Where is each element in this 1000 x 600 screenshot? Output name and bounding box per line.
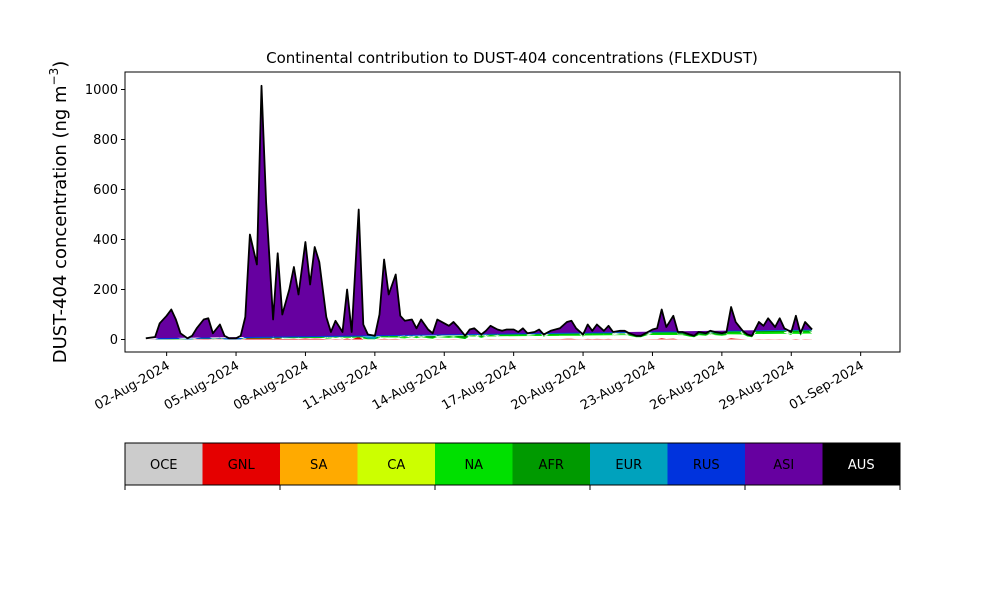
legend-label-aus: AUS (848, 458, 875, 473)
legend-label-eur: EUR (615, 458, 642, 473)
y-tick-label: 200 (93, 283, 118, 298)
legend-swatch-aus (822, 443, 900, 485)
legend-label-na: NA (464, 458, 483, 473)
legend-label-afr: AFR (539, 458, 564, 473)
legend-label-oce: OCE (150, 458, 178, 473)
y-tick-label: 1000 (85, 83, 118, 98)
legend-swatch-na (435, 443, 513, 485)
legend-label-sa: SA (310, 458, 327, 473)
legend-label-rus: RUS (693, 458, 720, 473)
y-tick-label: 400 (93, 233, 118, 248)
chart-title: Continental contribution to DUST-404 con… (266, 49, 758, 67)
y-axis-label-superscript: −3 (47, 68, 61, 86)
legend-swatch-oce (125, 443, 203, 485)
legend-label-gnl: GNL (228, 458, 256, 473)
legend-swatch-asi (745, 443, 823, 485)
legend-swatch-ca (357, 443, 435, 485)
legend-label-ca: CA (387, 458, 405, 473)
legend-swatch-afr (512, 443, 590, 485)
axes-frame (124, 71, 901, 353)
legend-label-asi: ASI (773, 458, 794, 473)
legend-frame (124, 442, 901, 486)
legend-colorbar: OCE GNL SA CA NA AFR EUR RUS ASI AUS (124, 442, 901, 490)
y-tick-label: 0 (110, 333, 118, 348)
y-tick-label: 800 (93, 133, 118, 148)
y-axis-label: DUST-404 concentration (ng m−3) (47, 61, 71, 364)
legend-swatch-rus (667, 443, 745, 485)
y-axis-label-main: DUST-404 concentration (ng m (50, 85, 71, 363)
y-tick-label: 600 (93, 183, 118, 198)
legend-swatch-eur (590, 443, 668, 485)
legend-swatch-sa (280, 443, 358, 485)
y-axis-label-tail: ) (50, 61, 71, 68)
legend-swatch-gnl (202, 443, 280, 485)
total-concentration-line (145, 84, 813, 340)
plot-area (145, 84, 813, 340)
area-series-asi (145, 85, 813, 339)
